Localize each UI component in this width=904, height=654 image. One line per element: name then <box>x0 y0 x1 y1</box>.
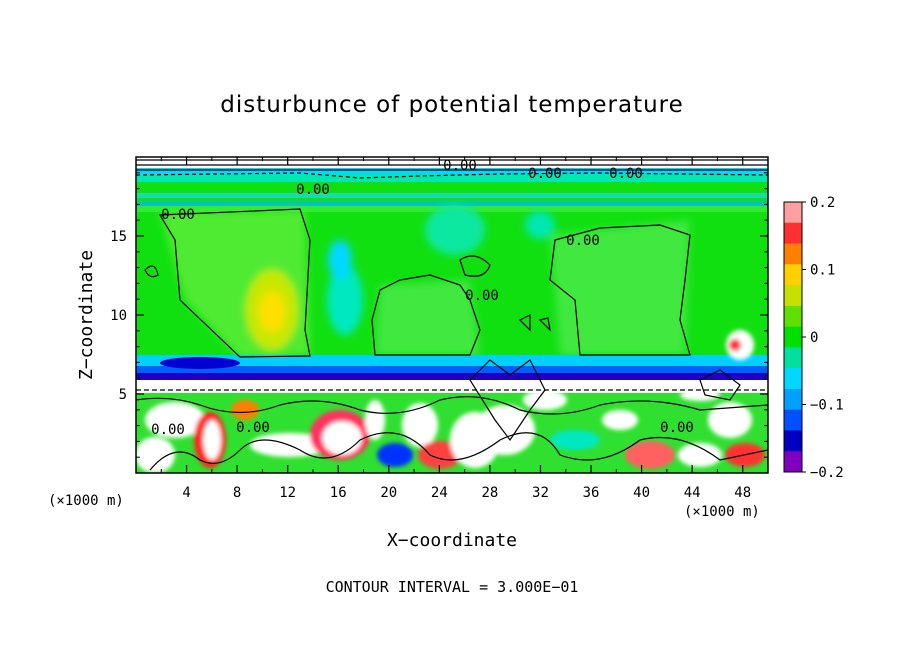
y-tick-label: 15 <box>110 229 127 245</box>
contour-label: 0.00 <box>609 166 643 182</box>
y-tick-label: 5 <box>119 387 127 403</box>
colorbar-tick-label: 0.1 <box>810 263 835 279</box>
x-tick-label: 44 <box>684 485 701 501</box>
x-unit-left: (×1000 m) <box>48 493 124 509</box>
colorbar-swatch <box>784 326 802 348</box>
colorbar-swatch <box>784 430 802 452</box>
contour-label: 0.00 <box>236 420 270 436</box>
colorbar-swatch <box>784 368 802 390</box>
heatmap-field <box>136 157 768 473</box>
contour-interval-note: CONTOUR INTERVAL = 3.000E−01 <box>326 578 579 596</box>
contour-label: 0.00 <box>161 207 195 223</box>
colorbar-swatch <box>784 305 802 328</box>
contour-label: 0.00 <box>151 422 185 438</box>
x-axis-label: X−coordinate <box>387 530 517 551</box>
y-axis: 5 10 15 <box>110 172 768 458</box>
x-tick-label: 12 <box>279 485 296 501</box>
colorbar-tick-label: −0.2 <box>810 465 844 481</box>
colorbar-swatch <box>784 409 802 431</box>
colorbar-swatch <box>784 222 802 245</box>
x-unit-right: (×1000 m) <box>684 504 760 520</box>
x-tick-label: 16 <box>330 485 347 501</box>
colorbar-swatch <box>784 285 802 307</box>
x-tick-label: 20 <box>380 485 397 501</box>
y-axis-label: Z−coordinate <box>76 250 97 380</box>
contour-label: 0.00 <box>296 182 330 198</box>
contour-label: 0.00 <box>443 158 477 174</box>
chart-title: disturbunce of potential temperature <box>220 92 684 118</box>
colorbar-swatch <box>784 347 802 369</box>
x-tick-label: 4 <box>182 485 190 501</box>
x-tick-label: 24 <box>431 485 448 501</box>
x-tick-label: 28 <box>481 485 498 501</box>
colorbar-swatch <box>784 451 802 473</box>
x-tick-label: 40 <box>633 485 650 501</box>
x-tick-label: 36 <box>583 485 600 501</box>
y-tick-label: 10 <box>110 308 127 324</box>
x-tick-label: 48 <box>734 485 751 501</box>
contour-label: 0.00 <box>566 233 600 249</box>
colorbar <box>783 201 803 473</box>
colorbar-swatch <box>784 202 802 224</box>
x-axis: 4 8 12 16 20 24 28 32 36 40 44 48 <box>160 157 751 501</box>
x-tick-label: 8 <box>233 485 241 501</box>
colorbar-tick-label: 0.2 <box>810 195 835 211</box>
contour-label: 0.00 <box>528 166 562 182</box>
colorbar-tick-label: −0.1 <box>810 398 844 414</box>
colorbar-tick-label: 0 <box>810 330 818 346</box>
colorbar-swatch <box>784 264 802 286</box>
contour-label: 0.00 <box>660 420 694 436</box>
contour-labels: 0.00 0.00 0.00 0.00 0.00 0.00 0.00 0.00 0.00 0.00 <box>151 158 694 438</box>
contour-lines <box>136 159 768 471</box>
x-tick-label: 32 <box>532 485 549 501</box>
colorbar-ticks: 0.2 0.1 0 −0.1 −0.2 <box>802 195 844 481</box>
colorbar-swatch <box>784 388 802 411</box>
contour-label: 0.00 <box>465 288 499 304</box>
colorbar-swatch <box>784 243 802 265</box>
